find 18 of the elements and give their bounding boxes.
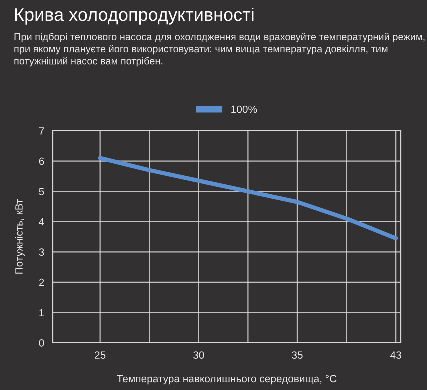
y-tick-label: 1 bbox=[40, 309, 44, 316]
x-axis-title: Температура навколишнього середовища, °C bbox=[117, 375, 337, 385]
y-tick-label: 7 bbox=[39, 128, 44, 135]
x-tick-label: 35 bbox=[292, 352, 303, 359]
y-tick-label: 6 bbox=[39, 158, 44, 166]
chart-title: Крива холодопродуктивності bbox=[15, 8, 254, 25]
y-axis-title: Потужність, кВт bbox=[15, 199, 25, 274]
chart-subtitle: При підборі теплового насоса для охолодження води враховуйте температурний режим, при якому плануєте його використовувати: чим вища температура довкілля, тим потужніший насос вам потрібен. bbox=[14, 33, 425, 67]
x-tick-label: 25 bbox=[95, 352, 106, 359]
y-tick-label: 3 bbox=[39, 248, 44, 256]
y-tick-label: 0 bbox=[39, 340, 44, 347]
y-tick-label: 4 bbox=[39, 218, 44, 226]
line-series bbox=[98, 156, 398, 241]
y-tick-label: 2 bbox=[39, 278, 44, 286]
x-tick-label: 43 bbox=[390, 352, 402, 359]
legend-label: 100% bbox=[232, 106, 258, 114]
y-tick-label: 5 bbox=[39, 188, 44, 196]
x-tick-label: 30 bbox=[194, 352, 204, 359]
